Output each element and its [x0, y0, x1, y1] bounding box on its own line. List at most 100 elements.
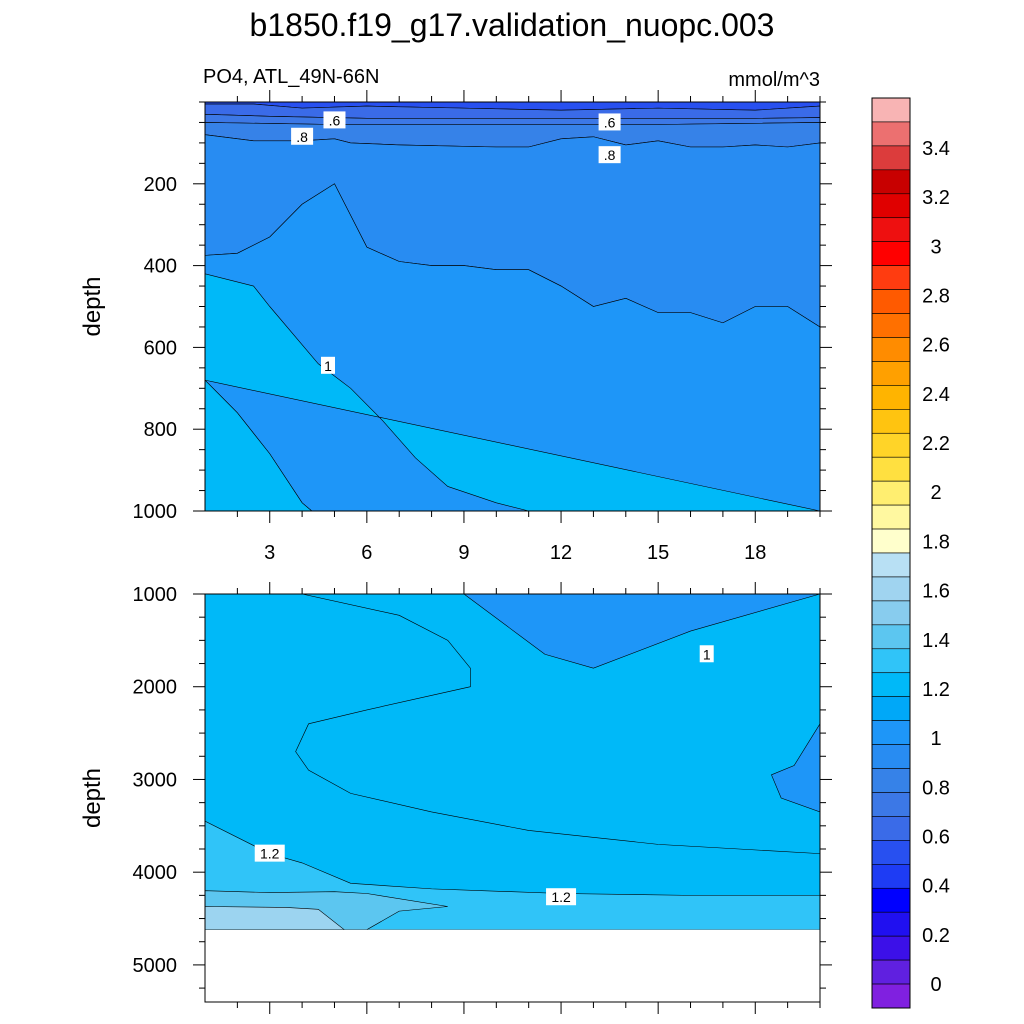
colorbar-swatch [871, 265, 911, 290]
contour-line [205, 594, 820, 854]
colorbar-frame [871, 97, 911, 1009]
colorbar-label: 1 [930, 728, 941, 750]
contour-label: 1 [321, 356, 335, 374]
colorbar-swatch [871, 193, 911, 219]
colorbar-swatch [871, 959, 911, 985]
contour-label: 1.2 [546, 888, 577, 906]
colorbar-swatch [871, 624, 911, 650]
colorbar-label: 0.2 [922, 925, 950, 947]
colorbar-swatch [871, 600, 911, 626]
x-tick-label: 12 [550, 542, 572, 564]
colorbar-swatch [871, 432, 911, 458]
colorbar-label: 2 [930, 482, 941, 504]
band-fill [463, 594, 820, 813]
colorbar-swatch [871, 361, 911, 386]
y-tick-label: 3000 [133, 769, 178, 791]
colorbar-label: 1.8 [922, 531, 950, 553]
colorbar-swatch [871, 576, 911, 602]
colorbar-swatch [871, 504, 911, 530]
colorbar-swatch [871, 289, 911, 314]
contour-label-text: 1.2 [260, 846, 280, 862]
colorbar-label: 3 [930, 236, 941, 258]
colorbar-swatch [871, 552, 911, 578]
contour-label-text: .8 [604, 147, 616, 163]
contour-label-text: 1.2 [551, 889, 571, 905]
y-axis-title: depth [79, 768, 106, 828]
y-tick-label: 200 [144, 174, 177, 196]
colorbar-swatch [871, 145, 911, 171]
colorbar-label: 2.4 [922, 384, 950, 406]
colorbar-label: 0.4 [922, 876, 950, 898]
contour-label: .8 [598, 146, 621, 164]
contour-label: .6 [598, 113, 621, 131]
colorbar-swatch [871, 337, 911, 362]
colorbar-swatch [871, 840, 911, 865]
colorbar-label: 0.8 [922, 777, 950, 799]
colorbar-swatch [871, 313, 911, 338]
colorbar-label: 3.4 [922, 138, 950, 160]
upper-panel: 200 400 600 800 1000 3 6 9 12 15 18 depth .6 .6 .8 .8 1 [79, 90, 832, 564]
figure-title: b1850.f19_g17.validation_nuopc.003 [250, 7, 775, 43]
band-fill [205, 183, 820, 511]
colorbar-swatch [871, 816, 911, 841]
colorbar-label: 2.6 [922, 335, 950, 357]
colorbar-swatch [871, 409, 911, 434]
y-tick-label: 1000 [133, 584, 178, 606]
y-tick-label: 2000 [133, 677, 178, 699]
contour-label-text: .6 [329, 112, 341, 128]
lower-frame [204, 593, 821, 1003]
contour-label: .6 [323, 111, 346, 129]
contour-label: .8 [291, 127, 314, 145]
contour-label-text: .6 [604, 114, 616, 130]
colorbar-label: 2.8 [922, 286, 950, 308]
y-tick-label: 4000 [133, 862, 178, 884]
units-label: mmol/m^3 [728, 69, 820, 91]
contour-label-text: 1 [703, 646, 711, 662]
contour-label: 1.2 [254, 844, 285, 862]
left-subtitle: PO4, ATL_49N-66N [203, 66, 379, 88]
colorbar-swatch [871, 121, 911, 147]
y-tick-label: 1000 [133, 501, 178, 523]
colorbar-swatch [871, 97, 911, 123]
colorbar-label: 0.6 [922, 826, 950, 848]
upper-contour-fill [205, 102, 820, 511]
contour-label-text: 1 [324, 358, 332, 374]
band-fill [205, 379, 820, 511]
colorbar: 3.4 3.2 3 2.8 2.6 2.4 2.2 2 1.8 1.6 1.4 1.2 1 0.8 0.6 0… [871, 97, 950, 1009]
colorbar-label: 2.2 [922, 433, 950, 455]
colorbar-swatch [871, 241, 911, 266]
y-tick-label: 600 [144, 337, 177, 359]
colorbar-swatch [871, 792, 911, 817]
colorbar-swatch [871, 528, 911, 554]
y-axis-title: depth [79, 276, 106, 336]
colorbar-swatch [871, 456, 911, 482]
colorbar-label: 3.2 [922, 187, 950, 209]
lower-panel: 1000 2000 3000 4000 5000 depth 1 1.2 1.2 [79, 582, 832, 1014]
colorbar-swatch [871, 696, 911, 721]
contour-label-text: .8 [296, 129, 308, 145]
colorbar-swatch [871, 864, 911, 889]
lower-contour-fill [205, 594, 820, 930]
x-tick-label: 9 [458, 542, 469, 564]
colorbar-swatch [871, 169, 911, 195]
band-fill [205, 594, 820, 930]
x-tick-label: 15 [647, 542, 669, 564]
colorbar-swatch [871, 768, 911, 793]
x-tick-label: 6 [361, 542, 372, 564]
colorbar-swatch [871, 648, 911, 674]
y-tick-label: 800 [144, 419, 177, 441]
colorbar-swatch [871, 887, 911, 913]
x-tick-label: 3 [264, 542, 275, 564]
colorbar-swatch [871, 672, 911, 697]
colorbar-label: 1.4 [922, 630, 950, 652]
y-tick-label: 5000 [133, 955, 178, 977]
colorbar-label: 0 [930, 974, 941, 996]
colorbar-swatch [871, 480, 911, 506]
colorbar-swatch [871, 385, 911, 410]
colorbar-swatch [871, 935, 911, 961]
colorbar-label: 1.6 [922, 581, 950, 603]
colorbar-swatch [871, 720, 911, 745]
band-fill [205, 906, 345, 930]
x-tick-label: 18 [744, 542, 766, 564]
